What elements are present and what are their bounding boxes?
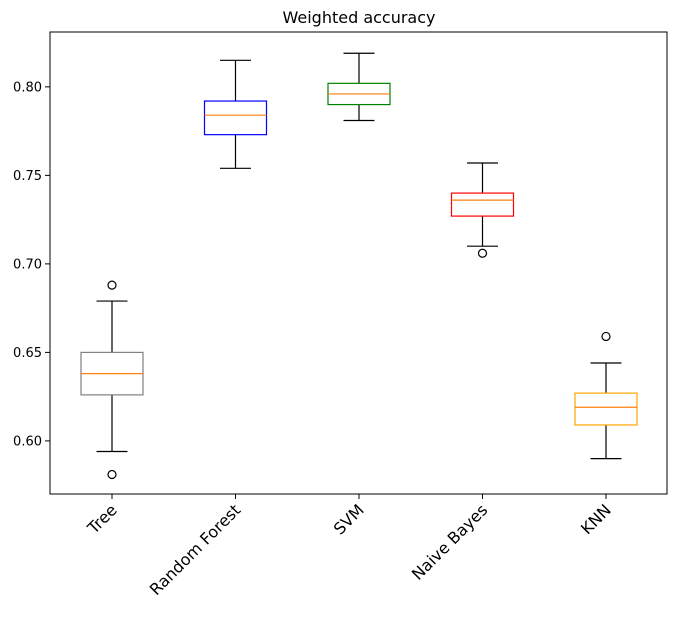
box-iqr — [203, 100, 268, 136]
chart-title: Weighted accuracy — [282, 8, 435, 27]
box-group — [574, 331, 638, 460]
box-group — [450, 162, 515, 258]
x-tick-label: Random Forest — [146, 500, 245, 599]
outlier-point — [107, 280, 117, 290]
x-tick-label: SVM — [330, 500, 368, 538]
y-tick-label: 0.75 — [13, 169, 42, 184]
x-tick-label: KNN — [577, 500, 615, 538]
x-tick-label: Tree — [83, 500, 121, 538]
y-axis: 0.60 0.65 0.70 0.75 0.80 — [13, 80, 50, 449]
outlier-point — [477, 248, 488, 258]
y-tick-label: 0.60 — [13, 434, 42, 449]
box-group — [327, 52, 391, 122]
y-tick-label: 0.65 — [13, 346, 42, 361]
box-group — [80, 280, 144, 480]
box-iqr — [574, 392, 638, 426]
x-tick-label: Naive Bayes — [408, 500, 491, 583]
y-tick-label: 0.70 — [13, 257, 42, 272]
y-tick-label: 0.80 — [13, 80, 42, 95]
box-iqr — [450, 192, 515, 217]
box-group — [203, 59, 268, 169]
outlier-point — [601, 331, 611, 342]
chart-marks — [80, 52, 638, 480]
x-axis: Tree Random Forest SVM Naive Bayes KNN — [83, 494, 615, 599]
outlier-point — [107, 469, 117, 480]
